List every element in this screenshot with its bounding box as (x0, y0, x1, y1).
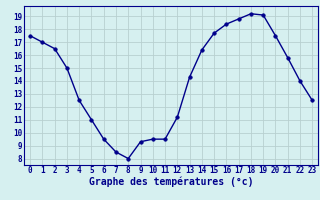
X-axis label: Graphe des températures (°c): Graphe des températures (°c) (89, 177, 253, 187)
